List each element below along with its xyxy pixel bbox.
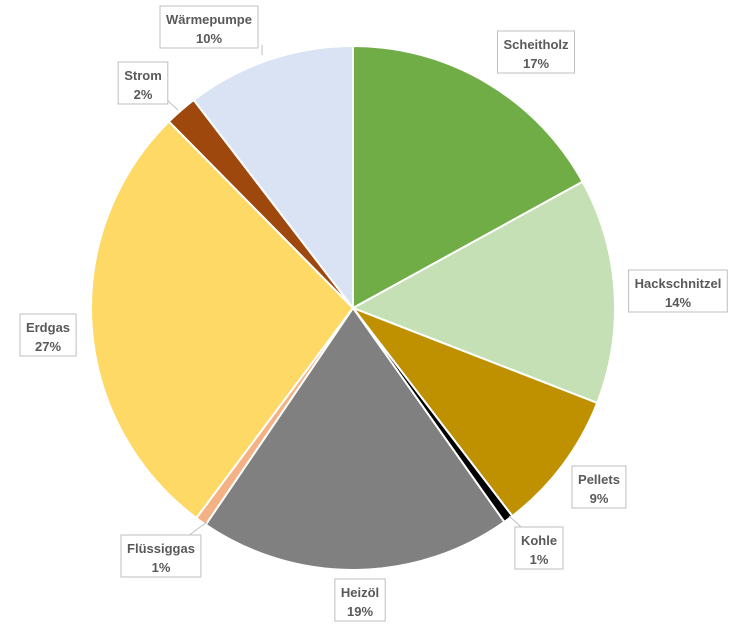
data-label-hackschnitzel: Hackschnitzel 14%: [628, 269, 728, 313]
data-label-category: Kohle: [521, 533, 557, 548]
pie-slice-hackschnitzel: [350, 180, 616, 405]
data-label-box: [514, 526, 564, 570]
data-label-box: [159, 5, 259, 49]
data-label-percent: 17%: [523, 56, 549, 71]
data-label-flüssiggas: Flüssiggas 1%: [120, 534, 202, 578]
data-label-box: [497, 30, 575, 74]
pie-slice-pellets: [350, 305, 599, 518]
data-label-erdgas: Erdgas 27%: [19, 313, 77, 357]
data-labels: Scheitholz 17% Hackschnitzel 14% Pellets 9% Ko…: [19, 5, 728, 622]
data-label-pellets: Pellets 9%: [571, 465, 627, 509]
data-label-category: Heizöl: [341, 585, 379, 600]
data-label-wärmepumpe: Wärmepumpe 10%: [159, 5, 259, 49]
data-label-category: Scheitholz: [503, 37, 569, 52]
data-label-percent: 1%: [152, 560, 171, 575]
data-label-box: [571, 465, 627, 509]
data-label-category: Pellets: [578, 472, 620, 487]
data-label-percent: 10%: [196, 31, 222, 46]
data-label-category: Flüssiggas: [127, 541, 195, 556]
data-label-kohle: Kohle 1%: [514, 526, 564, 570]
data-label-percent: 9%: [590, 491, 609, 506]
data-label-box: [334, 578, 386, 622]
data-label-scheitholz: Scheitholz 17%: [497, 30, 575, 74]
data-label-percent: 14%: [665, 295, 691, 310]
data-label-percent: 19%: [347, 604, 373, 619]
leader-line-flüssiggas: [187, 521, 208, 537]
data-label-percent: 1%: [530, 552, 549, 567]
data-label-box: [19, 313, 77, 357]
pie-slice-heizöl: [204, 306, 506, 571]
data-label-box: [120, 534, 202, 578]
data-label-strom: Strom 2%: [117, 61, 169, 105]
data-label-category: Hackschnitzel: [635, 276, 722, 291]
data-label-heizöl: Heizöl 19%: [334, 578, 386, 622]
data-label-box: [117, 61, 169, 105]
data-label-category: Wärmepumpe: [166, 12, 252, 27]
data-label-percent: 2%: [134, 87, 153, 102]
pie-slice-erdgas: [90, 120, 355, 520]
data-label-box: [628, 269, 728, 313]
data-label-category: Erdgas: [26, 320, 70, 335]
data-label-percent: 27%: [35, 339, 61, 354]
pie-slice-scheitholz: [352, 44, 584, 310]
pie-slice-wärmepumpe: [192, 44, 354, 311]
pie-slices: [90, 44, 616, 571]
data-label-category: Strom: [124, 68, 162, 83]
